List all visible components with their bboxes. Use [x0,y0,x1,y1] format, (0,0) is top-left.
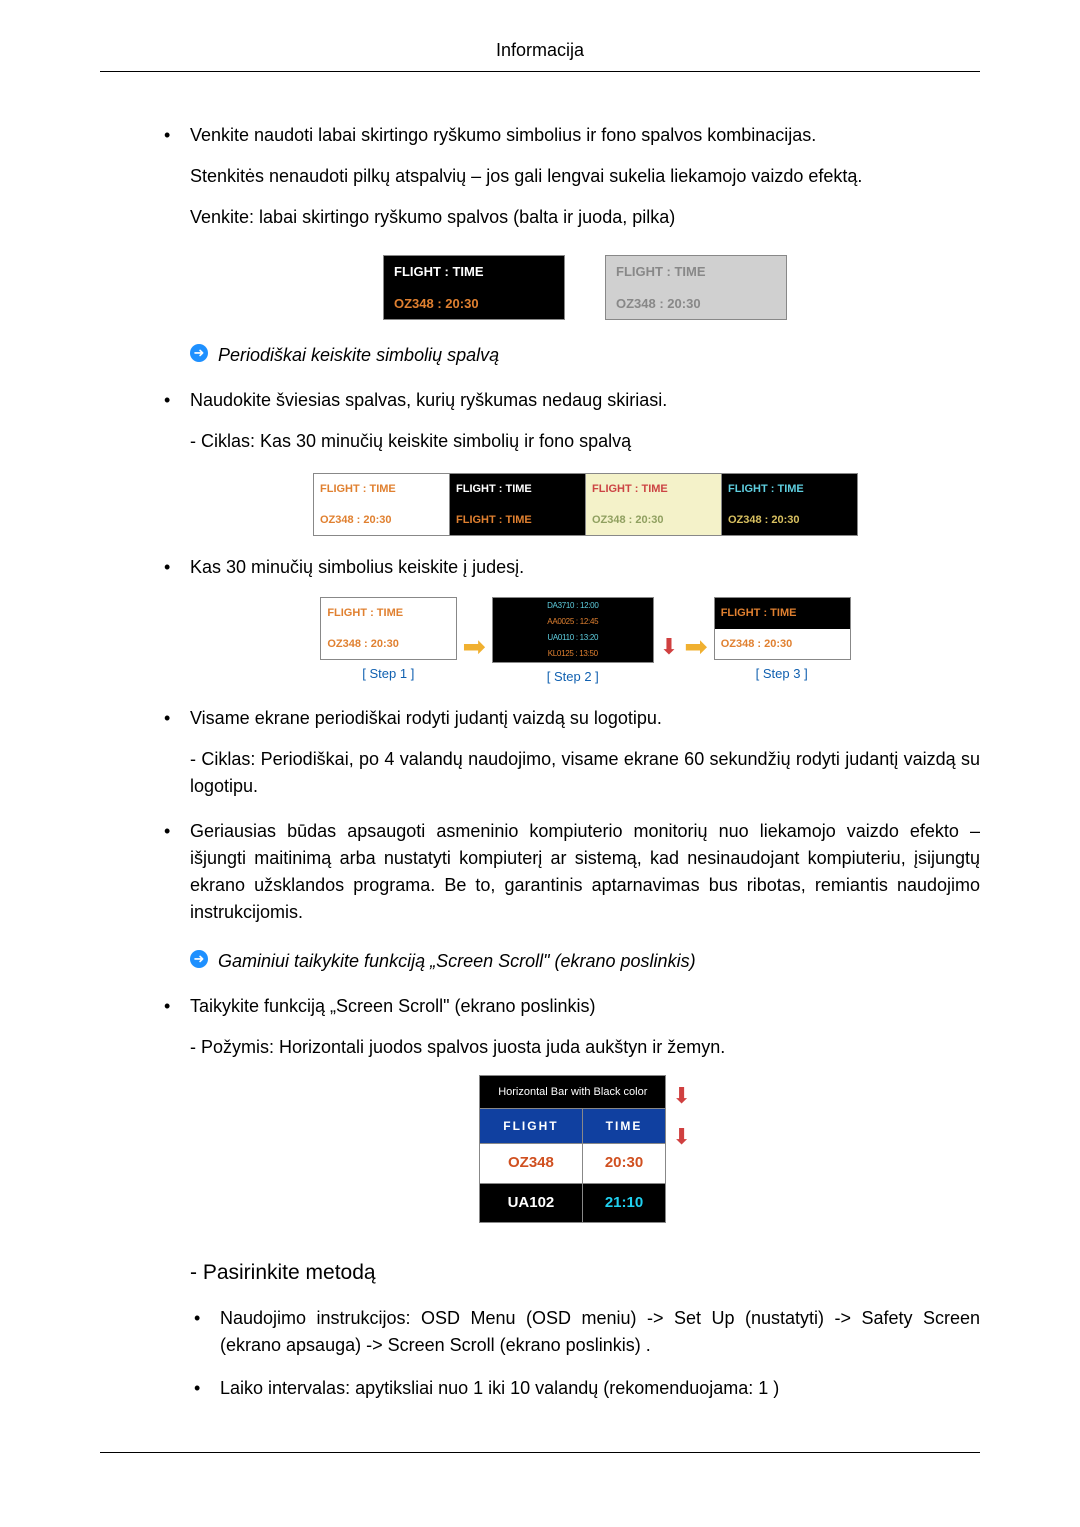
step-2: DA3710 : 12:00 AA0025 : 12:45 UA0110 : 1… [492,597,654,687]
arrow-right-icon: ➡ [462,626,485,668]
figure-steps: FLIGHT : TIME OZ348 : 20:30 [ Step 1 ] ➡… [190,597,980,687]
cell: FLIGHT : TIME [715,598,850,629]
cell: DA3710 : 12:00 [493,598,653,614]
cell: OZ348 : 20:30 [314,505,449,536]
text: - Ciklas: Periodiškai, po 4 valandų naud… [190,746,980,800]
cycle-box-2: FLIGHT : TIME FLIGHT : TIME [449,473,586,536]
para-avoid-contrast: Venkite naudoti labai skirtingo ryškumo … [190,122,980,320]
method-heading: - Pasirinkite metodą [190,1257,980,1289]
cell: FLIGHT : TIME [314,474,449,505]
cell: OZ348 : 20:30 [586,505,721,536]
cell: FLIGHT : TIME [450,474,585,505]
cell: UA102 [480,1183,582,1223]
cell: AA0025 : 12:45 [493,614,653,630]
arrow-right-icon: ➡ [684,626,707,668]
text: - Požymis: Horizontali juodos spalvos ju… [190,1034,980,1061]
callout-text: Gaminiui taikykite funkciją „Screen Scro… [218,951,696,971]
text: Geriausias būdas apsaugoti asmeninio kom… [190,821,980,922]
cycle-box-1: FLIGHT : TIME OZ348 : 20:30 [313,473,450,536]
figure-scroll-table: Horizontal Bar with Black color FLIGHT T… [190,1075,980,1224]
text: Visame ekrane periodiškai rodyti judantį… [190,708,662,728]
method-item-osd: Naudojimo instrukcijos: OSD Menu (OSD me… [220,1305,980,1359]
text: - Ciklas: Kas 30 minučių keiskite simbol… [190,428,980,455]
para-screensaver: Geriausias būdas apsaugoti asmeninio kom… [190,818,980,926]
cycle-box-3: FLIGHT : TIME OZ348 : 20:30 [585,473,722,536]
para-motion-cycle: Kas 30 minučių simbolius keiskite į jude… [190,554,980,687]
arrow-down-icon: ⬇ [660,630,678,663]
cell: 20:30 [582,1144,666,1184]
callout-text: Periodiškai keiskite simbolių spalvą [218,345,499,365]
cell: OZ348 [480,1144,582,1184]
text: Kas 30 minučių simbolius keiskite į jude… [190,557,524,577]
cell: FLIGHT : TIME [450,505,585,536]
figure-color-cycle: FLIGHT : TIME OZ348 : 20:30 FLIGHT : TIM… [190,473,980,536]
cell: KL0125 : 13:50 [493,646,653,662]
arrow-down-icon: ⬇ [672,1120,690,1153]
method-list: Naudojimo instrukcijos: OSD Menu (OSD me… [190,1305,980,1402]
step-label: [ Step 3 ] [756,664,808,684]
para-light-colors: Naudokite šviesias spalvas, kurių ryškum… [190,387,980,536]
cell: UA0110 : 13:20 [493,630,653,646]
col-time: TIME [582,1109,666,1144]
flight-header: FLIGHT : TIME [384,256,564,288]
page-header: Informacija [100,40,980,72]
step-1: FLIGHT : TIME OZ348 : 20:30 [ Step 1 ] [320,597,456,684]
para-apply-scroll: Taikykite funkciją „Screen Scroll" (ekra… [190,993,980,1402]
cell: 21:10 [582,1183,666,1223]
text: Venkite naudoti labai skirtingo ryškumo … [190,125,816,145]
cell: OZ348 : 20:30 [715,629,850,660]
flight-box-dark: FLIGHT : TIME OZ348 : 20:30 [383,255,565,320]
text: Stenkitės nenaudoti pilkų atspalvių – jo… [190,163,980,190]
cycle-box-4: FLIGHT : TIME OZ348 : 20:30 [721,473,858,536]
arrow-icon: ➜ [190,344,208,362]
cell: FLIGHT : TIME [321,598,456,629]
text: Taikykite funkciją „Screen Scroll" (ekra… [190,996,596,1016]
flight-row: OZ348 : 20:30 [384,288,564,320]
text: Naudokite šviesias spalvas, kurių ryškum… [190,390,667,410]
main-content: Venkite naudoti labai skirtingo ryškumo … [100,122,980,1402]
arrow-icon: ➜ [190,950,208,968]
method-item-interval: Laiko intervalas: apytiksliai nuo 1 iki … [220,1375,980,1402]
callout-change-colors: ➜ Periodiškai keiskite simbolių spalvą [190,342,980,369]
flight-box-gray: FLIGHT : TIME OZ348 : 20:30 [605,255,787,320]
flight-row: OZ348 : 20:30 [606,288,786,320]
scroll-table: Horizontal Bar with Black color FLIGHT T… [479,1075,666,1224]
footer-divider [100,1452,980,1453]
step-label: [ Step 2 ] [547,667,599,687]
para-logo-motion: Visame ekrane periodiškai rodyti judantį… [190,705,980,800]
cell: FLIGHT : TIME [722,474,857,505]
cell: OZ348 : 20:30 [321,629,456,660]
arrow-down-icon: ⬇ [672,1079,690,1112]
step-label: [ Step 1 ] [362,664,414,684]
page: Informacija Venkite naudoti labai skirti… [0,0,1080,1513]
cell: FLIGHT : TIME [586,474,721,505]
text: Venkite: labai skirtingo ryškumo spalvos… [190,204,980,231]
step-3: FLIGHT : TIME OZ348 : 20:30 [ Step 3 ] [714,597,850,684]
col-flight: FLIGHT [480,1109,582,1144]
callout-screen-scroll: ➜ Gaminiui taikykite funkciją „Screen Sc… [190,948,980,975]
figure-contrast-examples: FLIGHT : TIME OZ348 : 20:30 FLIGHT : TIM… [190,255,980,320]
flight-header: FLIGHT : TIME [606,256,786,288]
scroll-head: Horizontal Bar with Black color [480,1075,666,1109]
scroll-arrows: ⬇ ⬇ [672,1079,690,1153]
cell: OZ348 : 20:30 [722,505,857,536]
